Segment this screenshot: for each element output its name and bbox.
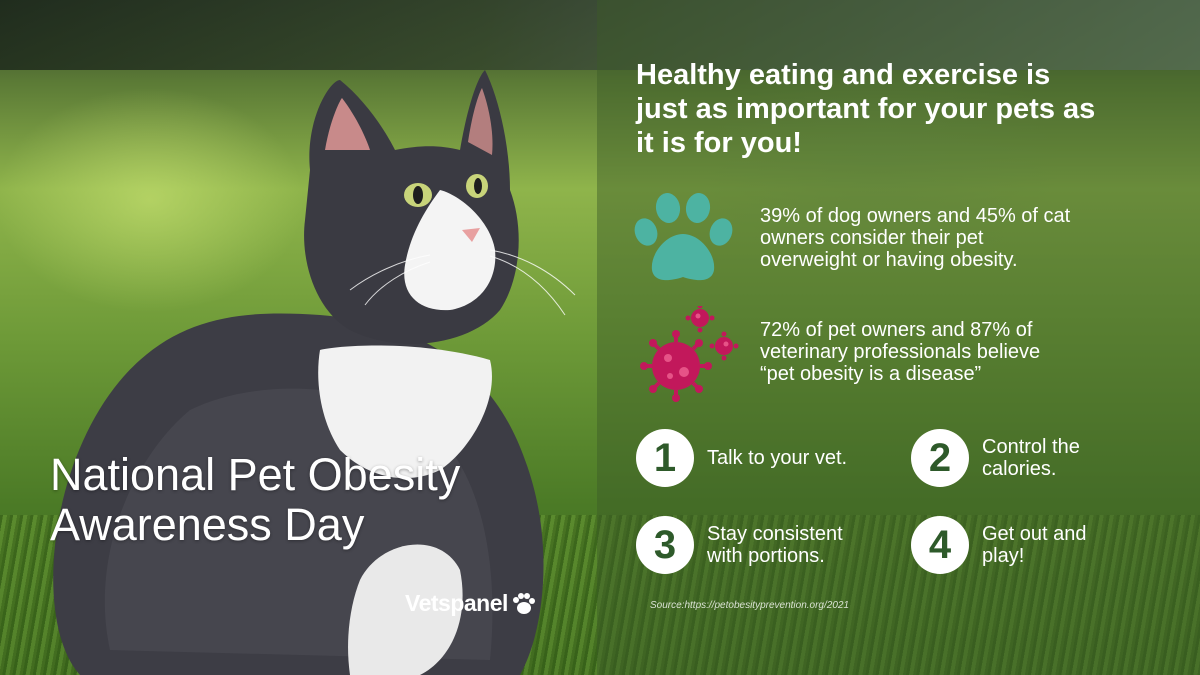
step-4-line-1: Get out and: [982, 523, 1087, 545]
page-title: National Pet Obesity Awareness Day: [50, 450, 590, 550]
step-text: Stay consistent with portions.: [707, 523, 843, 567]
stat-dog-cat-owners: 39% of dog owners and 45% of cat owners …: [760, 205, 1180, 271]
virus-icon: [640, 306, 739, 402]
step-control-calories: 2 Control the calories.: [911, 429, 1080, 487]
step-2-line-2: calories.: [982, 458, 1057, 480]
step-number: 1: [636, 429, 694, 487]
step-number: 4: [911, 516, 969, 574]
paw-icon: [634, 193, 733, 281]
step-talk-to-vet: 1 Talk to your vet.: [636, 429, 847, 487]
paw-icon: [512, 592, 535, 614]
stat-1-line-2: owners consider their pet: [760, 227, 984, 249]
step-get-out-play: 4 Get out and play!: [911, 516, 1087, 574]
headline-line-3: it is for you!: [636, 127, 802, 159]
stat-2-line-2: veterinary professionals believe: [760, 341, 1041, 363]
stat-1-line-3: overweight or having obesity.: [760, 249, 1018, 271]
step-text: Control the calories.: [982, 436, 1080, 480]
stat-1-line-1: 39% of dog owners and 45% of cat: [760, 205, 1071, 227]
background-blur: [0, 0, 1200, 70]
step-text: Get out and play!: [982, 523, 1087, 567]
step-number: 3: [636, 516, 694, 574]
cat-illustration: [53, 70, 576, 675]
step-4-line-2: play!: [982, 545, 1025, 567]
step-2-line-1: Control the: [982, 436, 1080, 458]
content-panel: [597, 0, 1200, 675]
stat-2-line-3: “pet obesity is a disease”: [760, 363, 982, 385]
headline-line-2: just as important for your pets as: [636, 93, 1096, 125]
title-line-2: Awareness Day: [50, 499, 365, 550]
logo-text: Vetspanel: [405, 590, 508, 616]
step-consistent-portions: 3 Stay consistent with portions.: [636, 516, 843, 574]
headline: Healthy eating and exercise is just as i…: [636, 58, 1176, 160]
headline-line-1: Healthy eating and exercise is: [636, 59, 1051, 91]
stat-obesity-disease: 72% of pet owners and 87% of veterinary …: [760, 319, 1180, 385]
step-number: 2: [911, 429, 969, 487]
stat-2-line-1: 72% of pet owners and 87% of: [760, 319, 1033, 341]
title-line-1: National Pet Obesity: [50, 449, 461, 500]
source-citation: Source:https://petobesityprevention.org/…: [650, 600, 850, 611]
step-1-line-1: Talk to your vet.: [707, 447, 848, 469]
step-3-line-2: with portions.: [707, 545, 825, 567]
vetspanel-logo: Vetspanel: [405, 590, 535, 617]
step-3-line-1: Stay consistent: [707, 523, 843, 545]
step-text: Talk to your vet.: [707, 447, 847, 469]
